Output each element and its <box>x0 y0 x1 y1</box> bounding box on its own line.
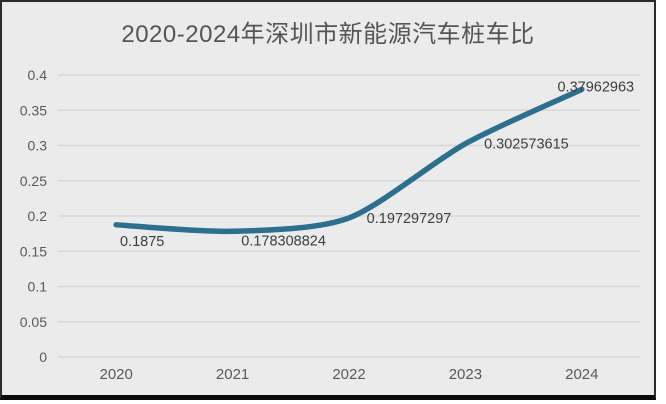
series-line <box>113 86 585 235</box>
data-label: 0.1875 <box>120 234 164 250</box>
x-tick-label: 2023 <box>449 366 482 383</box>
x-tick-label: 2020 <box>100 366 133 383</box>
chart-frame: 2020-2024年深圳市新能源汽车桩车比 0 0.05 0.1 0.15 0.2 0.2… <box>0 0 656 400</box>
line-chart: 0 0.05 0.1 0.15 0.2 0.25 0.3 0.35 0.4 2020 2021 202… <box>20 67 640 383</box>
y-tick-label: 0.4 <box>28 67 48 83</box>
y-tick-label: 0.3 <box>28 138 48 154</box>
data-label: 0.302573615 <box>484 137 569 153</box>
x-tick-label: 2024 <box>565 366 598 383</box>
y-tick-label: 0 <box>39 349 47 365</box>
y-tick-label: 0.05 <box>20 314 47 330</box>
data-label: 0.197297297 <box>367 211 452 227</box>
y-tick-label: 0.2 <box>28 208 48 224</box>
data-label: 0.37962963 <box>557 79 634 95</box>
y-tick-label: 0.15 <box>20 243 47 259</box>
x-tick-label: 2022 <box>332 366 365 383</box>
data-label: 0.178308824 <box>241 233 326 249</box>
x-tick-label: 2021 <box>216 366 249 383</box>
y-tick-label: 0.35 <box>20 102 47 118</box>
y-tick-label: 0.1 <box>28 279 48 295</box>
y-tick-label: 0.25 <box>20 173 47 189</box>
